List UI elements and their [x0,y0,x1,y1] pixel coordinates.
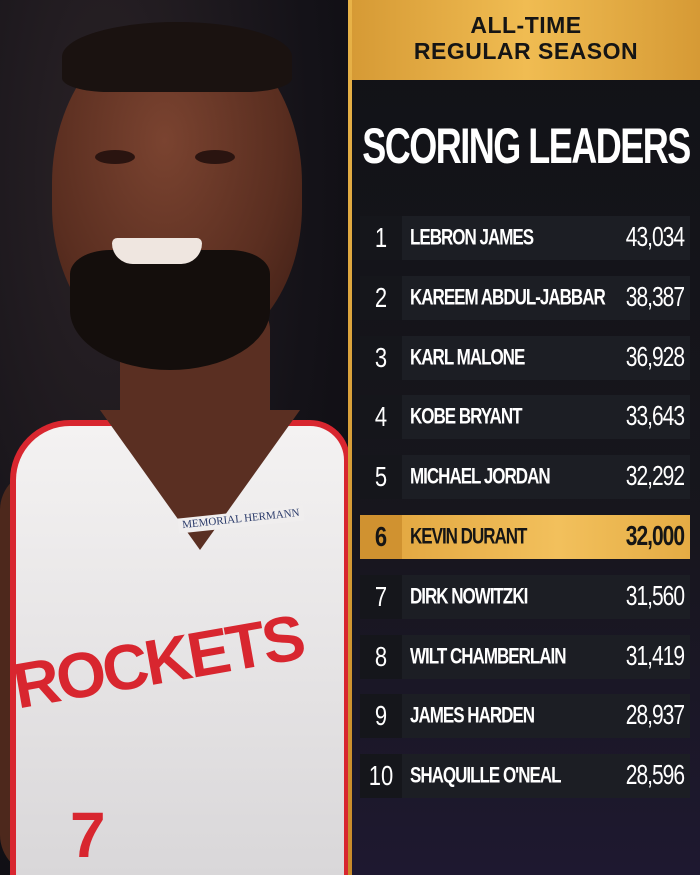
points: 32,000 [626,521,690,551]
leader-row: 1 LEBRON JAMES 43,034 [360,216,690,260]
leader-row: 9 JAMES HARDEN 28,937 [360,694,690,739]
player-name-text: LEBRON JAMES [410,225,534,250]
points-text: 43,034 [625,222,685,253]
player-name: SHAQUILLE O'NEAL [402,763,626,788]
points: 31,419 [626,641,690,671]
player-name-text: DIRK NOWITZKI [410,583,528,609]
player-name-text: KARL MALONE [410,344,525,370]
rank: 3 [360,335,402,380]
leaders-panel: ALL-TIME REGULAR SEASON SCORING LEADERS … [352,0,700,875]
gold-divider [348,0,352,875]
player-name-text: JAMES HARDEN [410,703,535,729]
rank: 6 [360,515,402,559]
rank-text: 7 [374,580,388,612]
title-text: SCORING LEADERS [362,116,691,174]
points-text: 32,292 [625,461,685,492]
player-name-text: KEVIN DURANT [410,524,527,549]
player-name-text: WILT CHAMBERLAIN [410,643,567,669]
player-hair [62,22,292,92]
points: 31,560 [626,581,690,611]
leader-row: 7 DIRK NOWITZKI 31,560 [360,574,690,619]
rank-text: 2 [374,281,388,313]
rank-text: 3 [374,341,388,373]
player-name: KARL MALONE [402,344,626,370]
points: 43,034 [626,222,690,252]
rank: 9 [360,694,402,739]
rank-text: 10 [368,759,394,792]
rank-text: 1 [374,221,388,253]
rank: 4 [360,395,402,440]
rank: 10 [360,754,402,799]
points: 36,928 [626,342,690,372]
rank-text: 9 [374,700,388,732]
player-eye [95,150,135,164]
leader-row: 4 KOBE BRYANT 33,643 [360,395,690,440]
player-name: DIRK NOWITZKI [402,583,626,609]
banner-line-1: ALL-TIME [470,12,582,38]
points-text: 32,000 [625,521,685,552]
rank-text: 5 [374,460,388,493]
rank: 1 [360,216,402,260]
player-name: KEVIN DURANT [402,524,626,549]
player-name: KOBE BRYANT [402,404,626,430]
points: 32,292 [626,462,690,492]
header-banner: ALL-TIME REGULAR SEASON [352,0,700,80]
leader-row: 10 SHAQUILLE O'NEAL 28,596 [360,754,690,799]
player-name: WILT CHAMBERLAIN [402,643,626,669]
rank: 7 [360,574,402,619]
player-name-text: SHAQUILLE O'NEAL [410,763,561,788]
leader-row: 3 KARL MALONE 36,928 [360,335,690,380]
player-name-text: MICHAEL JORDAN [410,464,551,489]
rank: 5 [360,455,402,500]
leader-row: 2 KAREEM ABDUL-JABBAR 38,387 [360,275,690,320]
page-title: SCORING LEADERS [352,117,700,173]
player-eye [195,150,235,164]
rank-text: 8 [374,640,388,672]
points-text: 31,560 [625,581,685,612]
points-text: 36,928 [625,341,685,372]
points-text: 28,937 [625,700,685,731]
jersey-number: 7 [70,799,106,871]
player-name-text: KOBE BRYANT [410,404,522,430]
leader-row-highlighted: 6 KEVIN DURANT 32,000 [360,515,690,559]
rank: 2 [360,275,402,320]
points-text: 33,643 [625,401,685,432]
player-name-text: KAREEM ABDUL-JABBAR [410,284,606,310]
points-text: 28,596 [625,760,685,791]
points: 28,937 [626,701,690,731]
points-text: 38,387 [625,282,685,313]
player-smile [112,238,202,264]
rank-text: 4 [374,401,388,433]
leader-row: 8 WILT CHAMBERLAIN 31,419 [360,634,690,679]
player-name: KAREEM ABDUL-JABBAR [402,284,626,310]
points: 38,387 [626,282,690,312]
leader-row: 5 MICHAEL JORDAN 32,292 [360,455,690,500]
points: 28,596 [626,761,690,791]
player-photo: MEMORIAL HERMANN ROCKETS 7 [0,0,350,875]
points: 33,643 [626,402,690,432]
banner-line-2: REGULAR SEASON [413,38,639,64]
points-text: 31,419 [625,640,685,671]
player-name: JAMES HARDEN [402,703,626,729]
rank: 8 [360,634,402,679]
player-beard [70,250,270,370]
player-name: MICHAEL JORDAN [402,464,626,489]
rank-text: 6 [374,520,388,552]
player-name: LEBRON JAMES [402,225,626,250]
